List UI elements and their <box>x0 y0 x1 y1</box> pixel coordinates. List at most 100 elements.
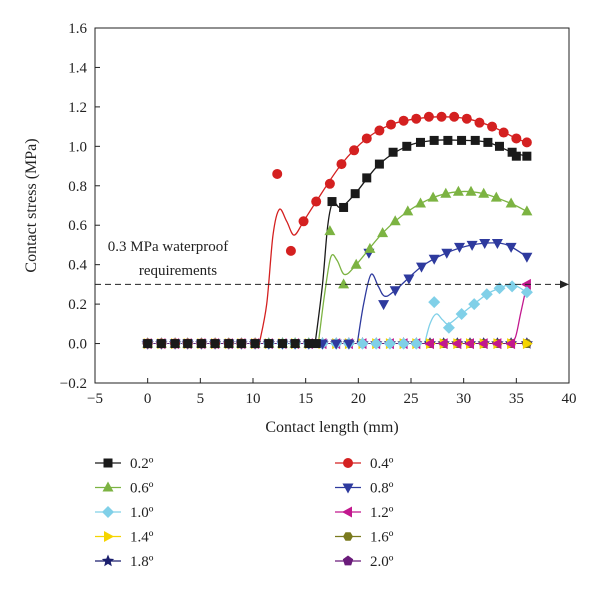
data-point <box>388 147 398 157</box>
data-point <box>402 141 412 151</box>
threshold-group: 0.3 MPa waterproof requirements <box>95 239 569 289</box>
legend-marker <box>342 506 352 518</box>
y-tick-label: 1.6 <box>68 21 87 37</box>
data-point <box>383 337 396 350</box>
data-point <box>389 215 401 226</box>
data-point <box>454 242 465 253</box>
series-group-4 <box>147 283 528 345</box>
data-point <box>483 137 493 147</box>
legend-marker <box>102 506 114 518</box>
y-axis-title: Contact stress (MPa) <box>23 138 40 272</box>
data-point <box>520 286 533 299</box>
x-tick-label: 40 <box>562 391 577 407</box>
data-point <box>374 125 385 136</box>
data-point <box>378 300 390 311</box>
legend-marker <box>343 532 353 541</box>
data-point <box>511 151 521 161</box>
data-point <box>494 141 504 151</box>
data-point <box>466 240 478 251</box>
data-point <box>350 258 362 269</box>
y-tick-label: 1.2 <box>68 100 87 116</box>
x-axis-title: Contact length (mm) <box>265 419 398 436</box>
threshold-arrow-icon <box>560 280 569 289</box>
data-point <box>451 338 462 350</box>
plot-area <box>141 111 533 350</box>
series-markers-1 <box>142 111 532 349</box>
data-point <box>356 337 369 350</box>
data-point <box>327 197 337 207</box>
legend: 0.2º 0.4º 0.6º 0.8º 1.0º 1.2º 1.4º 1.6º 1.8º 2.0º <box>95 456 394 570</box>
legend-marker <box>101 554 115 567</box>
x-tick-label: 30 <box>456 391 471 407</box>
plot-frame <box>94 27 570 384</box>
data-point <box>350 189 360 199</box>
data-point <box>522 338 533 350</box>
data-point <box>389 286 401 297</box>
data-point <box>521 252 533 263</box>
series-markers-0 <box>143 135 532 349</box>
data-point <box>304 339 314 349</box>
x-tick-label: 20 <box>351 391 366 407</box>
data-point <box>480 288 493 301</box>
data-point <box>461 113 472 124</box>
data-point <box>277 339 287 349</box>
data-point <box>441 248 453 259</box>
data-point <box>505 242 517 253</box>
y-tick-label: 0.8 <box>68 179 87 195</box>
x-tick-label: 35 <box>509 391 524 407</box>
data-point <box>311 196 322 207</box>
x-tick-label: −5 <box>87 391 103 407</box>
data-point <box>498 127 509 138</box>
legend-label: 1.4º <box>130 530 154 546</box>
data-point <box>336 159 347 170</box>
x-tick-label: 15 <box>298 391 313 407</box>
data-point <box>338 278 350 289</box>
data-point <box>449 111 460 122</box>
series-group-1 <box>147 116 528 345</box>
data-point <box>364 242 376 253</box>
data-point <box>415 197 426 208</box>
series-group-3 <box>147 242 528 345</box>
data-point <box>398 115 409 126</box>
data-point <box>170 339 180 349</box>
data-point <box>477 338 488 350</box>
axes-group: −5 0 5 10 15 20 25 30 35 40 −0.2 0.0 0.2 0.4 0.6 0.8 1.0… <box>60 21 577 407</box>
data-point <box>143 339 153 349</box>
series-group-5 <box>147 284 528 345</box>
data-point <box>478 187 490 198</box>
legend-label: 1.2º <box>370 505 394 521</box>
data-point <box>324 178 335 189</box>
data-point <box>464 338 474 350</box>
data-point <box>429 135 439 145</box>
data-point <box>285 245 296 256</box>
legend-marker <box>104 531 114 542</box>
legend-label: 1.6º <box>370 530 394 546</box>
data-point <box>442 321 455 334</box>
data-point <box>298 216 309 227</box>
data-point <box>361 133 372 144</box>
data-point <box>311 339 321 349</box>
data-point <box>272 168 283 179</box>
threshold-label-line2: requirements <box>139 263 217 279</box>
data-point <box>490 191 502 202</box>
data-point <box>487 121 498 132</box>
data-point <box>377 227 389 238</box>
data-point <box>522 151 532 161</box>
series-line-4 <box>424 283 528 344</box>
data-point <box>493 282 506 295</box>
legend-label: 2.0º <box>370 554 394 570</box>
y-tick-label: 1.0 <box>68 139 87 155</box>
y-tick-label: −0.2 <box>60 376 87 392</box>
x-tick-label: 5 <box>197 391 205 407</box>
data-point <box>343 339 355 350</box>
data-point <box>415 137 425 147</box>
data-point <box>465 185 477 196</box>
legend-label: 0.2º <box>130 456 154 472</box>
data-point <box>452 185 464 196</box>
data-point <box>403 274 415 285</box>
data-point <box>250 339 260 349</box>
data-point <box>505 197 517 208</box>
data-point <box>491 338 502 350</box>
legend-label: 0.8º <box>370 481 394 497</box>
